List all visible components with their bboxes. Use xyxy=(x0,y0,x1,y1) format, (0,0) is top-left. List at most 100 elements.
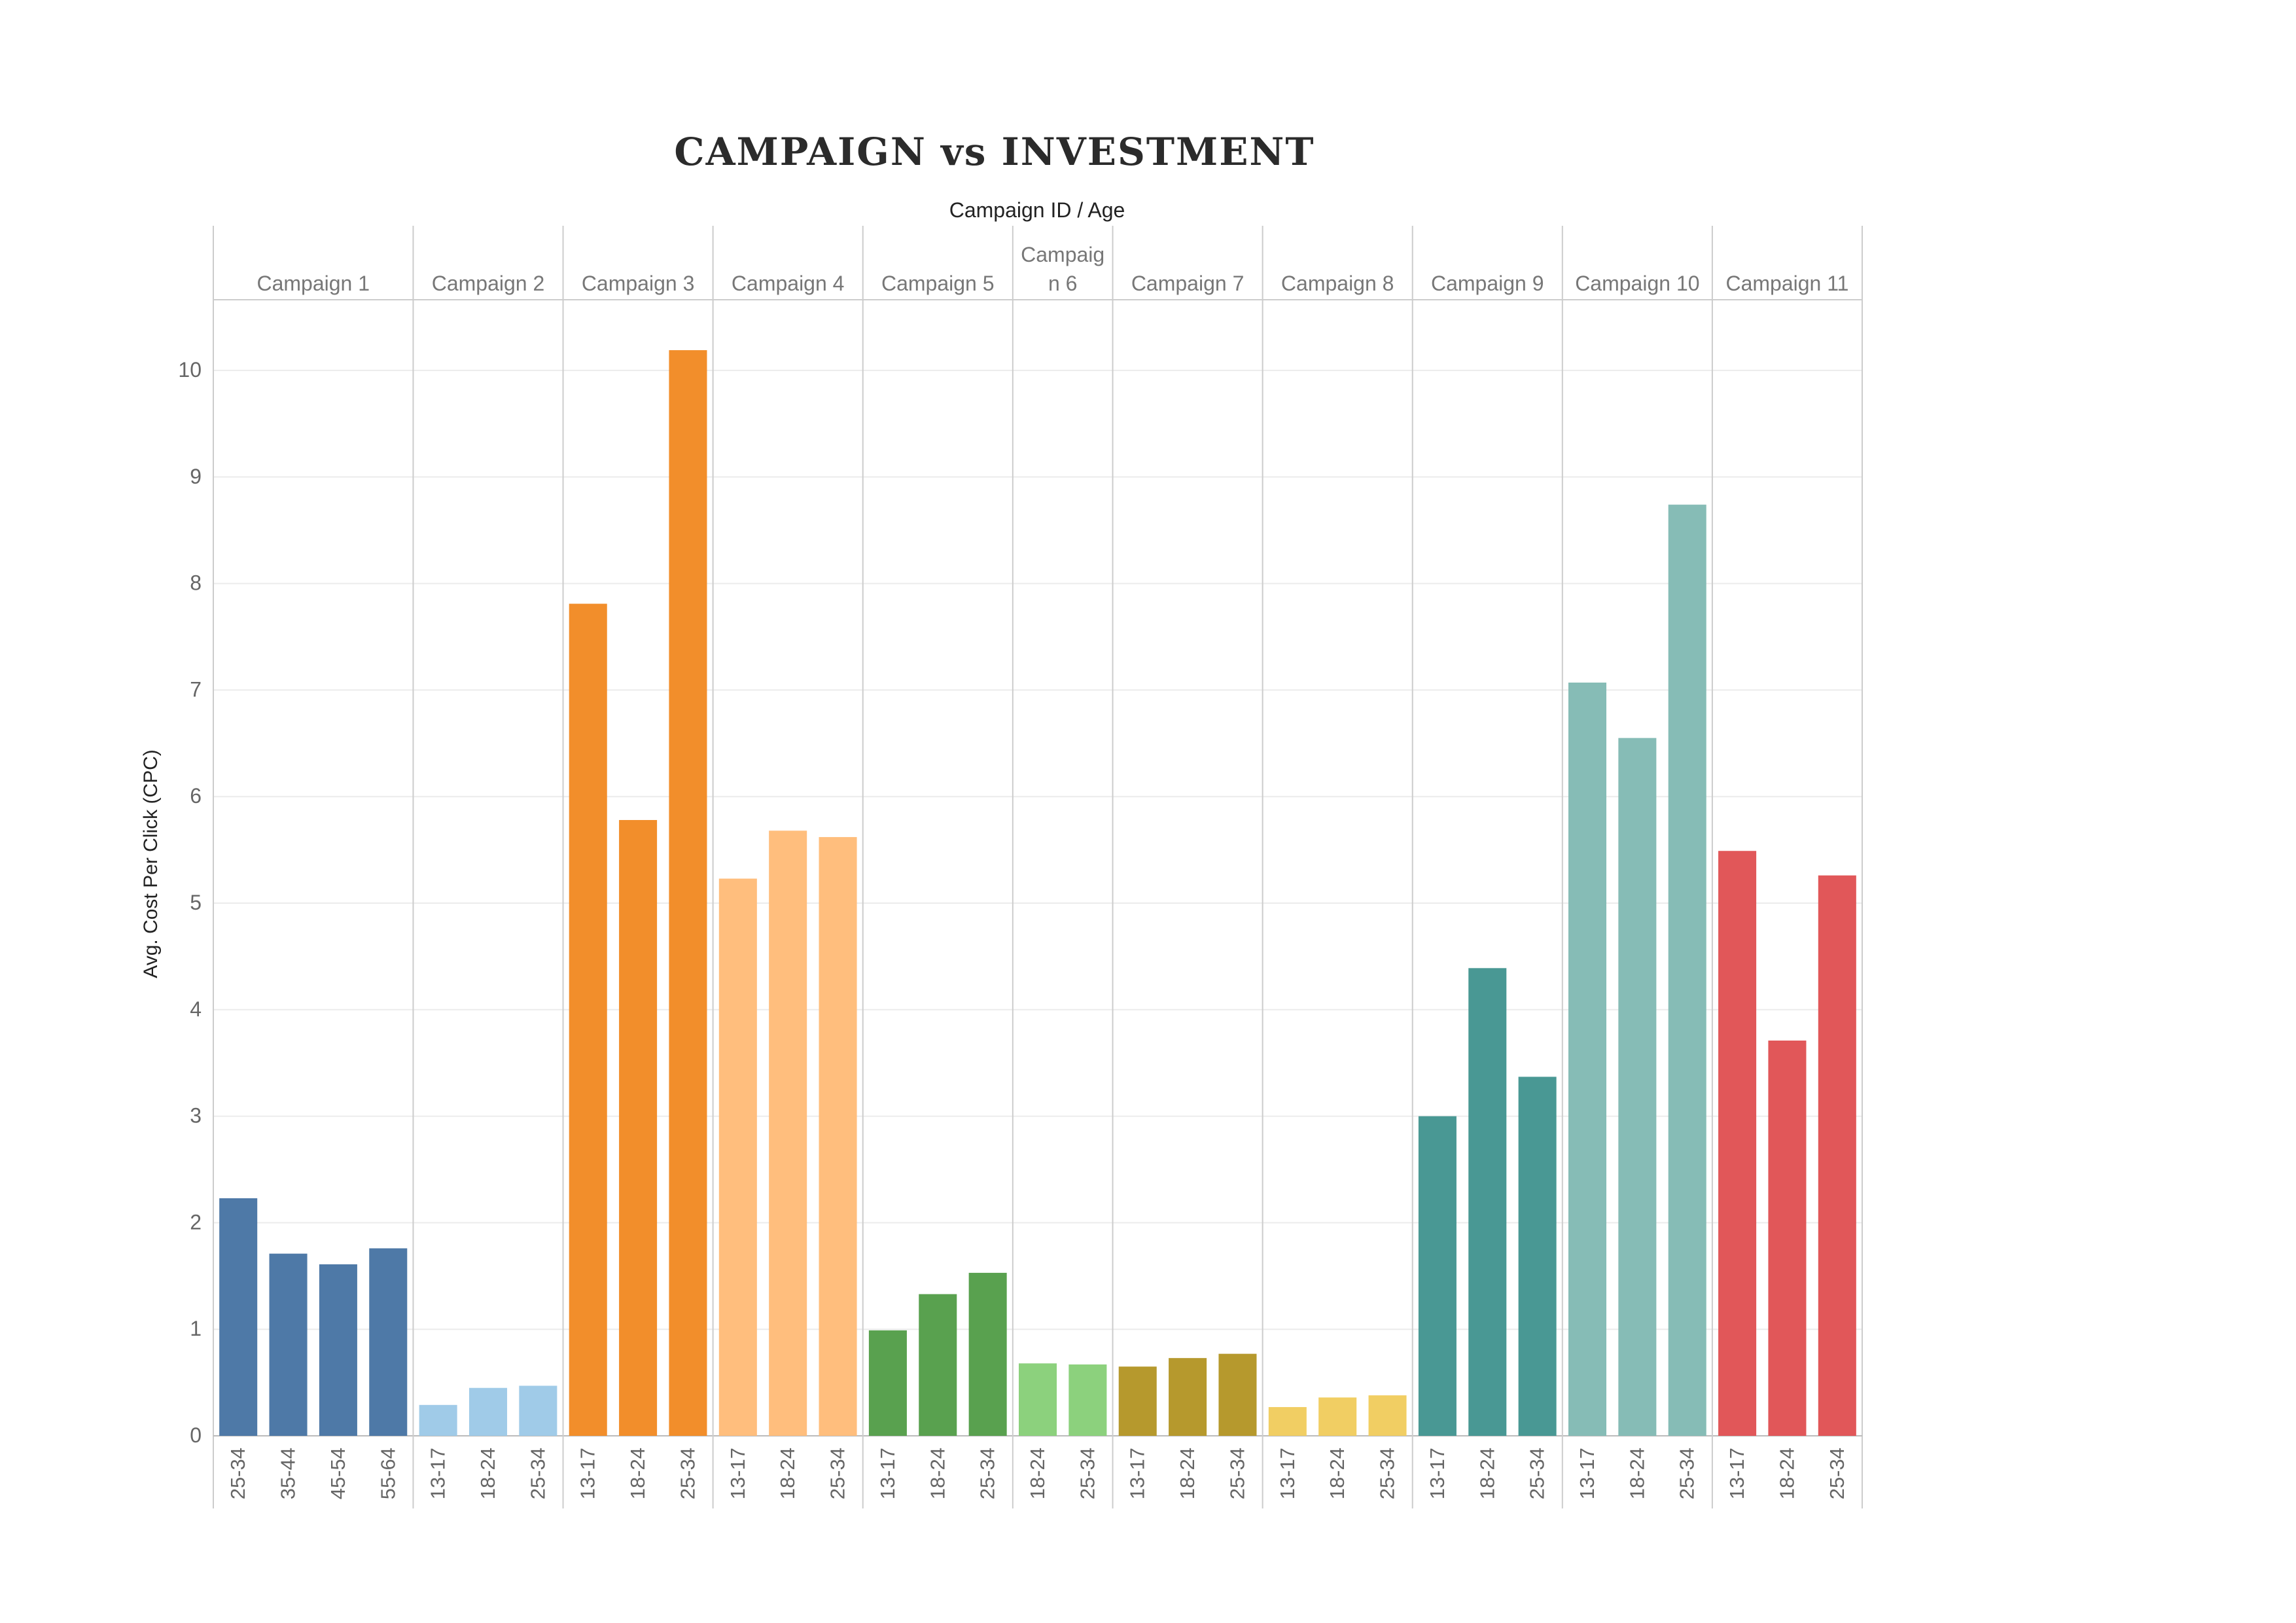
x-tick-label: 25-34 xyxy=(526,1448,549,1499)
x-tick-label: 25-34 xyxy=(1676,1448,1699,1499)
x-tick-label: 13-17 xyxy=(427,1448,450,1499)
bar xyxy=(1668,505,1706,1436)
bar xyxy=(219,1198,258,1436)
x-tick-label: 13-17 xyxy=(726,1448,749,1499)
y-tick-label: 3 xyxy=(190,1104,202,1128)
x-tick-label: 18-24 xyxy=(1775,1448,1798,1499)
x-tick-label: 25-34 xyxy=(976,1448,999,1499)
group-label: Campaign 7 xyxy=(1131,272,1245,295)
gridlines xyxy=(213,370,1862,1330)
y-tick-label: 2 xyxy=(190,1210,202,1234)
group-label: Campaign 2 xyxy=(432,272,545,295)
x-tick-label: 18-24 xyxy=(926,1448,949,1499)
x-tick-label: 25-34 xyxy=(1226,1448,1248,1499)
x-tick-label: 55-64 xyxy=(376,1448,399,1499)
y-tick-label: 6 xyxy=(190,784,202,808)
bar xyxy=(269,1253,308,1436)
x-tick-label: 35-44 xyxy=(277,1448,300,1499)
bar xyxy=(1069,1364,1107,1436)
x-tick-label: 18-24 xyxy=(626,1448,649,1499)
group-label: Campaign 4 xyxy=(732,272,845,295)
group-label: Campaign 3 xyxy=(582,272,695,295)
group-label: Campaig n 6 xyxy=(1021,243,1104,295)
x-tick-label: 13-17 xyxy=(1126,1448,1149,1499)
bar xyxy=(1768,1041,1807,1436)
bar xyxy=(468,1387,508,1436)
x-tick-label: 18-24 xyxy=(1176,1448,1199,1499)
x-tick-label: 25-34 xyxy=(226,1448,249,1499)
x-tick-label: 18-24 xyxy=(1026,1448,1049,1499)
group-label: Campaign 1 xyxy=(256,272,370,295)
group-label: Campaign 5 xyxy=(881,272,995,295)
bar xyxy=(1318,1397,1357,1436)
y-tick-label: 10 xyxy=(178,358,202,382)
bar xyxy=(868,1330,907,1436)
group-label-line: Campaig xyxy=(1021,243,1104,266)
x-tick-label: 18-24 xyxy=(1625,1448,1648,1499)
x-tick-label: 13-17 xyxy=(1725,1448,1748,1499)
bar xyxy=(1718,851,1757,1436)
bar xyxy=(1518,1077,1557,1436)
chart-title: CAMPAIGN vs INVESTMENT xyxy=(674,130,1315,174)
x-tick-label: 25-34 xyxy=(1076,1448,1099,1499)
bars xyxy=(219,350,1856,1436)
bar xyxy=(1418,1116,1457,1436)
bar xyxy=(968,1272,1007,1436)
x-tick-label: 13-17 xyxy=(876,1448,899,1499)
bar xyxy=(669,350,707,1436)
x-tick-label: 13-17 xyxy=(1276,1448,1299,1499)
panel-frame xyxy=(213,226,1863,1508)
y-tick-label: 9 xyxy=(190,465,202,488)
header-label: Campaign ID / Age xyxy=(949,198,1125,222)
group-labels: Campaign 1 Campaign 2 Campaign 3 Campaign 4… xyxy=(256,243,1848,295)
y-tick-label: 1 xyxy=(190,1317,202,1340)
bar xyxy=(1468,968,1507,1436)
x-tick-label: 18-24 xyxy=(776,1448,799,1499)
bar xyxy=(1268,1407,1307,1436)
x-tick-labels: 25-34 35-44 45-54 55-64 13-17 18-24 25-34 13-17… xyxy=(226,1448,1848,1499)
y-axis-label: Avg. Cost Per Click (CPC) xyxy=(140,749,162,978)
x-tick-label: 25-34 xyxy=(1376,1448,1399,1499)
bar xyxy=(1018,1363,1057,1436)
y-tick-label: 5 xyxy=(190,891,202,914)
x-tick-label: 25-34 xyxy=(826,1448,849,1499)
x-tick-label: 25-34 xyxy=(1526,1448,1549,1499)
bar xyxy=(1118,1366,1157,1436)
bar xyxy=(519,1385,557,1436)
bar xyxy=(619,820,658,1436)
bar xyxy=(369,1248,408,1436)
y-tick-label: 0 xyxy=(190,1423,202,1447)
bar xyxy=(1818,875,1856,1436)
bar xyxy=(569,603,607,1436)
x-tick-label: 18-24 xyxy=(1326,1448,1349,1499)
x-tick-label: 25-34 xyxy=(676,1448,699,1499)
bar xyxy=(319,1264,357,1436)
bar xyxy=(1618,738,1657,1436)
group-label-line: n 6 xyxy=(1048,272,1077,295)
group-label: Campaign 10 xyxy=(1575,272,1699,295)
x-tick-label: 13-17 xyxy=(1426,1448,1449,1499)
group-label: Campaign 9 xyxy=(1431,272,1544,295)
bar xyxy=(419,1404,457,1436)
y-tick-label: 8 xyxy=(190,571,202,595)
bar xyxy=(769,830,807,1436)
bar xyxy=(1169,1358,1207,1436)
x-tick-label: 13-17 xyxy=(1576,1448,1598,1499)
x-tick-label: 18-24 xyxy=(1475,1448,1498,1499)
bar xyxy=(919,1294,957,1436)
bar xyxy=(1568,683,1607,1436)
x-tick-label: 18-24 xyxy=(476,1448,499,1499)
x-tick-label: 25-34 xyxy=(1826,1448,1848,1499)
x-tick-label: 13-17 xyxy=(576,1448,599,1499)
bar xyxy=(1218,1353,1257,1436)
bar xyxy=(819,837,857,1436)
bar xyxy=(718,878,757,1436)
group-label: Campaign 11 xyxy=(1725,272,1848,295)
x-tick-label: 45-54 xyxy=(327,1448,349,1499)
y-tick-label: 7 xyxy=(190,677,202,701)
group-label: Campaign 8 xyxy=(1281,272,1394,295)
y-tick-labels: 0 1 2 3 4 5 6 7 8 9 10 xyxy=(178,358,202,1447)
bar xyxy=(1368,1395,1407,1436)
y-tick-label: 4 xyxy=(190,997,202,1021)
